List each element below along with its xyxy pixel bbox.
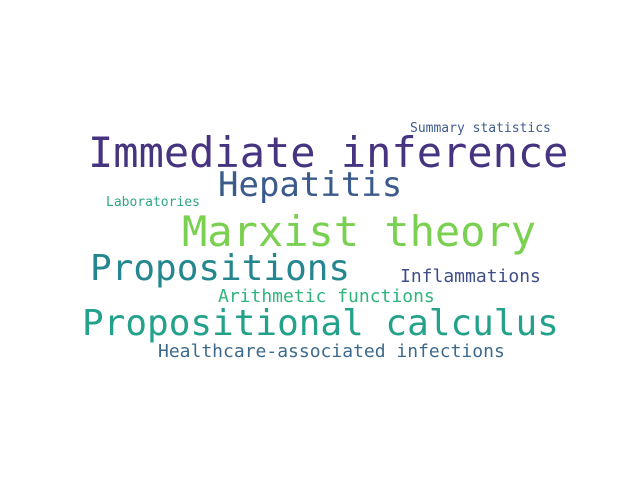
word-propositional-calculus: Propositional calculus xyxy=(82,303,559,344)
word-marxist-theory: Marxist theory xyxy=(182,207,537,256)
word-arithmetic-functions: Arithmetic functions xyxy=(218,286,435,307)
word-healthcare-associated-infections: Healthcare-associated infections xyxy=(158,341,505,362)
word-inflammations: Inflammations xyxy=(400,266,541,287)
word-immediate-inference: Immediate inference xyxy=(88,128,569,177)
word-laboratories: Laboratories xyxy=(106,195,200,210)
word-summary-statistics: Summary statistics xyxy=(410,121,551,136)
word-hepatitis: Hepatitis xyxy=(218,165,403,205)
word-propositions: Propositions xyxy=(90,248,351,289)
